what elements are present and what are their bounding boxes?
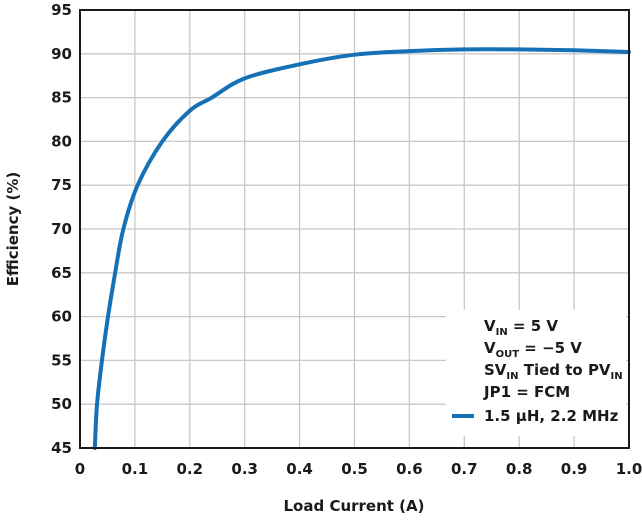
tick-labels: 0 0.1 0.2 0.3 0.4 0.5 0.6 0.7 0.8 0.9 1.0 45 50 55 60 6… [51,1,642,478]
x-tick-label: 1.0 [616,460,642,478]
y-tick-label: 45 [51,439,72,457]
y-tick-label: 70 [51,220,72,238]
y-tick-label: 95 [51,1,72,19]
x-tick-label: 0.2 [177,460,204,478]
series-line [92,47,631,450]
y-tick-label: 50 [51,395,72,413]
x-tick-label: 0.9 [561,460,588,478]
x-tick-label: 0.7 [451,460,478,478]
x-tick-label: 0.3 [231,460,258,478]
x-tick-label: 0.6 [396,460,423,478]
y-tick-label: 60 [51,308,72,326]
x-tick-label: 0.8 [506,460,533,478]
legend-condition: SVIN Tied to PVIN [484,361,623,382]
y-tick-label: 85 [51,89,72,107]
x-tick-label: 0 [75,460,85,478]
legend-box [446,310,626,436]
y-tick-label: 75 [51,176,72,194]
y-tick-label: 90 [51,45,72,63]
x-tick-label: 0.4 [286,460,313,478]
y-tick-label: 65 [51,264,72,282]
legend-condition: VOUT = −5 V [484,339,582,360]
y-axis-label: Efficiency (%) [4,172,22,287]
x-axis-label: Load Current (A) [284,497,425,515]
x-tick-label: 0.5 [341,460,368,478]
legend-series-label: 1.5 µH, 2.2 MHz [484,407,619,425]
plot-frame [79,9,630,449]
series-layer [92,47,631,450]
x-tick-label: 0.1 [122,460,149,478]
y-tick-label: 80 [51,132,72,150]
y-tick-label: 55 [51,351,72,369]
legend-condition: VIN = 5 V [484,317,558,338]
legend-condition: JP1 = FCM [483,383,570,401]
